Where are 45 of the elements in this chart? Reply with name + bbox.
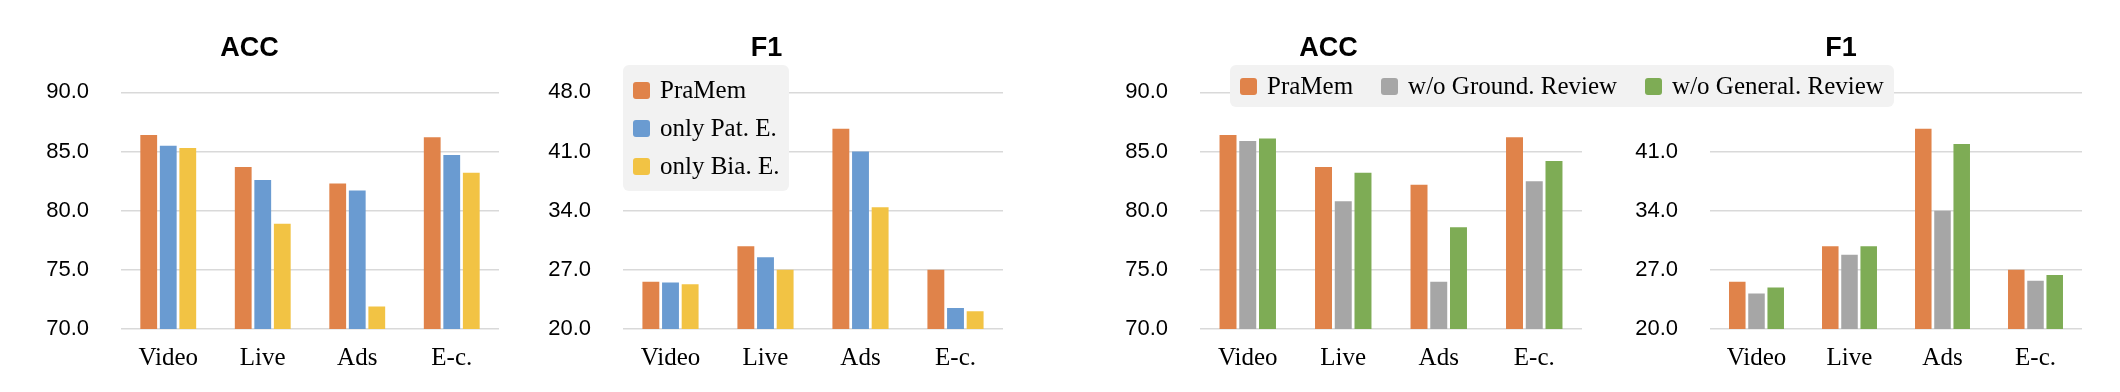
x-tick-label: Ads (337, 342, 378, 370)
x-tick-label: Ads (840, 342, 881, 370)
y-tick-label: 20.0 (548, 315, 591, 341)
legend-label: w/o Ground. Review (1408, 71, 1618, 102)
y-tick-label: 90.0 (1125, 78, 1168, 104)
chart-title: F1 (1825, 31, 1857, 62)
x-tick-label: E-c. (2015, 342, 2056, 370)
x-tick-label: Live (742, 342, 789, 370)
y-tick-label: 85.0 (46, 137, 89, 163)
y-tick-label: 80.0 (1125, 196, 1168, 222)
y-tick-label: 20.0 (1635, 315, 1678, 341)
x-tick-label: Ads (1922, 342, 1963, 370)
legend-label: only Pat. E. (660, 113, 777, 144)
y-tick-label: 80.0 (46, 196, 89, 222)
chart-title: F1 (750, 31, 783, 62)
x-tick-label: Video (1726, 342, 1787, 370)
x-tick-label: E-c. (431, 342, 473, 370)
y-tick-label: 70.0 (46, 315, 89, 341)
y-tick-label: 70.0 (1125, 315, 1168, 341)
x-tick-label: Ads (1418, 342, 1459, 370)
x-tick-label: E-c. (935, 342, 976, 370)
x-tick-label: Live (1826, 342, 1873, 370)
legend-label: PraMem (660, 75, 747, 106)
y-tick-label: 48.0 (548, 78, 591, 104)
legend-label: PraMem (1267, 71, 1354, 102)
y-tick-label: 27.0 (548, 255, 591, 281)
y-tick-label: 75.0 (46, 255, 89, 281)
x-tick-label: Video (138, 342, 199, 370)
y-tick-label: 34.0 (1635, 196, 1678, 222)
legend-label: only Bia. E. (660, 151, 780, 182)
x-tick-label: Video (1217, 342, 1278, 370)
x-tick-label: Video (640, 342, 701, 370)
y-tick-label: 34.0 (548, 196, 591, 222)
y-tick-label: 90.0 (46, 78, 89, 104)
x-tick-label: Live (1320, 342, 1367, 370)
chart-title: ACC (1299, 31, 1358, 62)
chart-title: ACC (220, 31, 279, 62)
x-tick-label: E-c. (1513, 342, 1555, 370)
y-tick-label: 41.0 (548, 137, 591, 163)
y-tick-label: 27.0 (1635, 255, 1678, 281)
y-tick-label: 75.0 (1125, 255, 1168, 281)
y-tick-label: 85.0 (1125, 137, 1168, 163)
legend-label: w/o General. Review (1672, 71, 1884, 102)
y-tick-label: 41.0 (1635, 137, 1678, 163)
x-tick-label: Live (239, 342, 286, 370)
